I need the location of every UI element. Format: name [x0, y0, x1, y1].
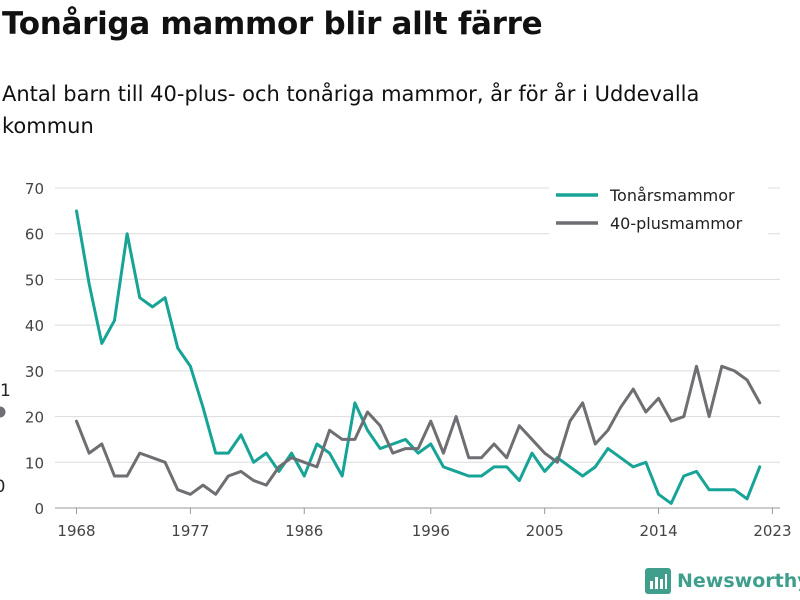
y-tick-label: 60 [25, 226, 44, 244]
y-tick-label: 50 [25, 271, 44, 289]
y-axis-ticks: 0 10 20 30 40 50 60 70 [25, 180, 44, 518]
legend-label: Tonårsmammor [609, 186, 735, 205]
end-value-label: 0 [0, 477, 5, 497]
x-tick-label: 1977 [171, 522, 209, 540]
y-tick-label: 0 [34, 500, 44, 518]
x-tick-label: 2005 [526, 522, 564, 540]
y-tick-label: 10 [25, 454, 44, 472]
line-chart: 0 10 20 30 40 50 60 70 1968 1977 1986 1996 2005 2014… [0, 177, 792, 540]
x-tick-label: 2014 [639, 522, 677, 540]
series-line-tonårsmammor [75, 209, 762, 505]
chart-title: Tonåriga mammor blir allt färre [2, 6, 543, 42]
x-axis-ticks: 1968 1977 1986 1996 2005 2014 2023 [57, 508, 792, 540]
y-tick-label: 70 [25, 180, 44, 198]
x-tick-label: 2023 [753, 522, 791, 540]
end-point-marker [0, 406, 6, 418]
legend-background [549, 177, 768, 237]
y-tick-label: 20 [25, 409, 44, 427]
y-tick-label: 40 [25, 317, 44, 335]
series-line-40-plusmammor [75, 364, 762, 496]
legend: Tonårsmammor 40-plusmammor [549, 177, 768, 237]
y-tick-label: 30 [25, 363, 44, 381]
gridlines [55, 187, 780, 509]
x-tick-label: 1986 [285, 522, 323, 540]
end-value-label: 21 [0, 381, 11, 401]
annotations: 21 0 [0, 381, 11, 497]
series-lines [75, 209, 762, 505]
brand-logo: Newsworthy [645, 568, 800, 594]
x-tick-label: 1968 [57, 522, 95, 540]
x-tick-label: 1996 [412, 522, 450, 540]
chart-subtitle: Antal barn till 40-plus- och tonåriga ma… [2, 82, 700, 138]
newsworthy-logo-icon [645, 568, 671, 594]
legend-label: 40-plusmammor [610, 214, 743, 233]
brand-name: Newsworthy [677, 570, 800, 592]
